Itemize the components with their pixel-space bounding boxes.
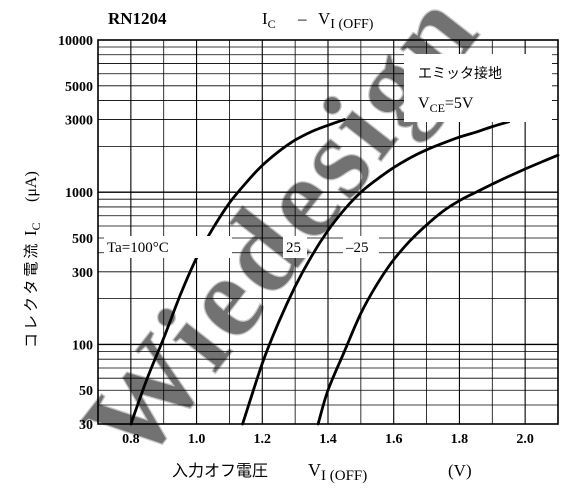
y-tick-label: 300 bbox=[72, 266, 93, 281]
x-tick-label: 0.8 bbox=[122, 432, 140, 447]
chart-title: RN1204 IC – VI (OFF) bbox=[108, 9, 374, 32]
y-tick-label: 1000 bbox=[65, 186, 93, 201]
curve-label-minus25: –25 bbox=[345, 240, 369, 256]
curve-label-25: 25 bbox=[286, 240, 301, 256]
series-line-2 bbox=[316, 153, 560, 426]
y-tick-label: 100 bbox=[72, 338, 93, 353]
x-tick-labels: 0.8 1.0 1.2 1.4 1.6 1.8 2.0 bbox=[122, 432, 534, 447]
x-tick-label: 1.4 bbox=[319, 432, 337, 447]
y-tick-label: 3000 bbox=[65, 114, 93, 129]
x-tick-label: 1.0 bbox=[188, 432, 206, 447]
curve-label-ta100: Ta=100°C bbox=[107, 240, 169, 256]
series-line-1 bbox=[241, 120, 511, 426]
annotation-box bbox=[404, 54, 552, 122]
x-axis-label: 入力オフ電圧 VI (OFF) (V) bbox=[172, 460, 472, 484]
y-tick-label: 5000 bbox=[65, 80, 93, 95]
y-axis-label: コレクタ電流 IC (μA) bbox=[21, 171, 43, 348]
x-axis-unit: (V) bbox=[448, 461, 472, 480]
y-axis-unit: (μA) bbox=[23, 171, 40, 202]
x-tick-label: 2.0 bbox=[516, 432, 534, 447]
condition-annotation: エミッタ接地 VCE=5V bbox=[404, 54, 552, 122]
annotation-line1: エミッタ接地 bbox=[418, 65, 502, 82]
y-axis-label-text: コレクタ電流 bbox=[22, 241, 40, 348]
y-tick-label: 50 bbox=[79, 384, 93, 399]
annotation-line2: VCE=5V bbox=[418, 95, 474, 115]
series-line-0 bbox=[129, 118, 346, 426]
x-tick-label: 1.6 bbox=[385, 432, 403, 447]
curves bbox=[129, 118, 560, 426]
part-number: RN1204 bbox=[108, 9, 167, 28]
x-axis-label-text: 入力オフ電圧 bbox=[172, 461, 268, 480]
y-tick-label: 30 bbox=[79, 418, 93, 433]
x-tick-label: 1.8 bbox=[451, 432, 469, 447]
curve-labels: Ta=100°C 25 –25 bbox=[104, 236, 379, 258]
y-tick-label: 10000 bbox=[58, 34, 93, 49]
x-tick-label: 1.2 bbox=[254, 432, 272, 447]
x-axis-symbol: VI (OFF) bbox=[308, 460, 367, 484]
title-dash: – bbox=[297, 9, 307, 28]
title-vi: VI (OFF) bbox=[318, 9, 374, 32]
y-tick-label: 500 bbox=[72, 232, 93, 247]
y-tick-labels: 30 50 100 300 500 1000 3000 5000 10000 bbox=[58, 34, 93, 433]
title-ic: IC bbox=[262, 9, 276, 31]
y-axis-symbol: IC bbox=[21, 222, 43, 236]
